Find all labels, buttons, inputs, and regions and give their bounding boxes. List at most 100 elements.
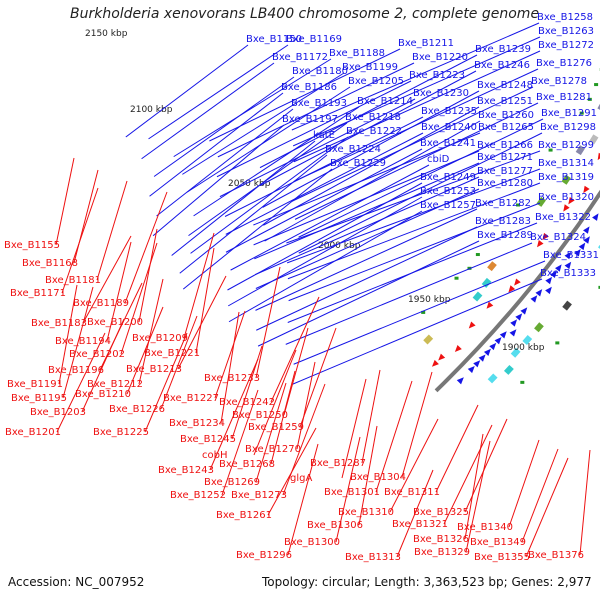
gene-label-plus: Bxe_B1211 xyxy=(398,38,454,49)
leader-line xyxy=(253,150,480,246)
feature-block xyxy=(487,373,498,384)
gene-label-minus: Bxe_B1194 xyxy=(55,336,111,347)
gene-label-minus: Bxe_B1227 xyxy=(163,393,219,404)
leader-line xyxy=(293,260,546,365)
plus-strand-arrow xyxy=(473,360,481,368)
gene-label-plus: Bxe_B1235 xyxy=(421,106,477,117)
gene-label-minus: Bxe_B1311 xyxy=(384,487,440,498)
leader-line xyxy=(299,327,337,428)
leader-line xyxy=(292,36,541,147)
leader-line xyxy=(508,439,540,528)
leader-line xyxy=(171,140,316,256)
gene-label-plus: Bxe_B1314 xyxy=(538,158,594,169)
gene-label-minus: Bxe_B1183 xyxy=(31,318,87,329)
gene-label-minus: Bxe_B1189 xyxy=(73,298,129,309)
leader-line xyxy=(224,116,424,217)
feature-block xyxy=(510,347,521,358)
leader-line xyxy=(148,44,289,140)
leader-line xyxy=(183,232,215,339)
feature-block xyxy=(503,364,514,375)
plus-strand-arrow xyxy=(510,319,518,327)
leader-line xyxy=(149,92,284,197)
gene-label-plus: Bxe_B1169 xyxy=(286,34,342,45)
leader-line xyxy=(293,68,539,183)
gene-label-plus: Bxe_B1248 xyxy=(477,80,533,91)
plus-strand-arrow xyxy=(520,307,528,315)
plus-strand-arrow xyxy=(554,264,562,272)
leader-line xyxy=(361,369,381,464)
leader-line xyxy=(293,50,541,163)
gene-label-minus: Bxe_B1155 xyxy=(4,240,60,251)
kbp-tick-label: 2150 kbp xyxy=(85,29,128,39)
rna-mark xyxy=(516,203,521,207)
leader-line xyxy=(255,382,287,483)
plus-strand-arrow xyxy=(499,331,507,339)
gene-label-plus: Bxe_B1172 xyxy=(272,52,328,63)
leader-line xyxy=(126,306,164,395)
gene-label-plus: Bxe_B1240 xyxy=(421,122,477,133)
leader-line xyxy=(106,241,132,342)
feature-block xyxy=(562,300,572,311)
plus-strand-arrow xyxy=(545,276,553,285)
gene-label-plus: Bxe_B1220 xyxy=(412,52,468,63)
leader-line xyxy=(225,148,423,253)
minus-strand-arrow xyxy=(583,185,590,194)
gene-label-minus: Bxe_B1250 xyxy=(232,410,288,421)
leader-line xyxy=(82,235,132,324)
leader-line xyxy=(230,164,430,271)
gene-label-plus: Bxe_B1260 xyxy=(478,110,534,121)
gene-label-plus: Bxe_B1230 xyxy=(413,88,469,99)
leader-line xyxy=(182,72,345,175)
gene-label-minus: Bxe_B1268 xyxy=(219,459,275,470)
leader-line xyxy=(256,226,478,331)
gene-label-minus: Bxe_B1209 xyxy=(132,333,188,344)
feature-block xyxy=(481,277,492,288)
plus-strand-arrow xyxy=(592,213,599,221)
minus-strand-arrow xyxy=(431,359,439,367)
leader-line xyxy=(219,98,416,198)
rna-mark xyxy=(587,97,592,101)
rna-mark xyxy=(548,148,553,152)
leader-line xyxy=(214,310,246,399)
gene-label-minus: Bxe_B1355 xyxy=(474,552,530,563)
kbp-tick-label: 2050 kbp xyxy=(228,179,271,189)
gene-label-minus: Bxe_B1310 xyxy=(338,507,394,518)
minus-strand-arrow xyxy=(438,353,446,361)
gene-label-minus: Bxe_B1325 xyxy=(413,507,469,518)
leader-line xyxy=(579,449,591,556)
gene-label-minus: Bxe_B1201 xyxy=(5,427,61,438)
leader-line xyxy=(283,327,309,416)
gene-label-plus: cbiD xyxy=(427,154,450,165)
rna-mark xyxy=(598,285,600,289)
plus-strand-arrow xyxy=(578,242,586,251)
plus-strand-arrow xyxy=(550,270,557,279)
leader-line xyxy=(294,102,539,220)
gene-label-plus: Bxe_B1188 xyxy=(329,48,385,59)
leader-line xyxy=(177,275,227,370)
gene-label-plus: Bxe_B1291 xyxy=(541,108,597,119)
topology-text: Topology: circular; Length: 3,363,523 bp… xyxy=(262,575,592,589)
feature-tracks xyxy=(421,68,600,385)
leader-line xyxy=(138,228,158,323)
gene-label-plus: Bxe_B1322 xyxy=(535,212,591,223)
rna-mark xyxy=(421,310,426,314)
leader-line xyxy=(160,315,198,410)
leader-line xyxy=(253,349,297,456)
gene-label-plus: Bxe_B1180 xyxy=(292,66,348,77)
leader-line xyxy=(195,247,215,354)
leader-line xyxy=(257,240,480,347)
minus-strand-arrow xyxy=(486,301,494,309)
gene-label-minus: Bxe_B1195 xyxy=(11,393,67,404)
gene-label-plus: Bxe_B1266 xyxy=(477,140,533,151)
leader-line xyxy=(156,108,294,217)
leader-line xyxy=(193,106,360,217)
leader-line xyxy=(263,106,480,226)
gene-label-plus: Bxe_B1299 xyxy=(538,140,594,151)
leader-line xyxy=(282,383,326,496)
gene-label-plus: Bxe_B1278 xyxy=(531,76,587,87)
gene-label-plus: Bxe_B1241 xyxy=(420,138,476,149)
leader-line xyxy=(396,469,434,558)
leader-line xyxy=(291,22,540,131)
gene-label-plus: Bxe_B1277 xyxy=(477,166,533,177)
gene-label-plus: Bxe_B1199 xyxy=(342,62,398,73)
